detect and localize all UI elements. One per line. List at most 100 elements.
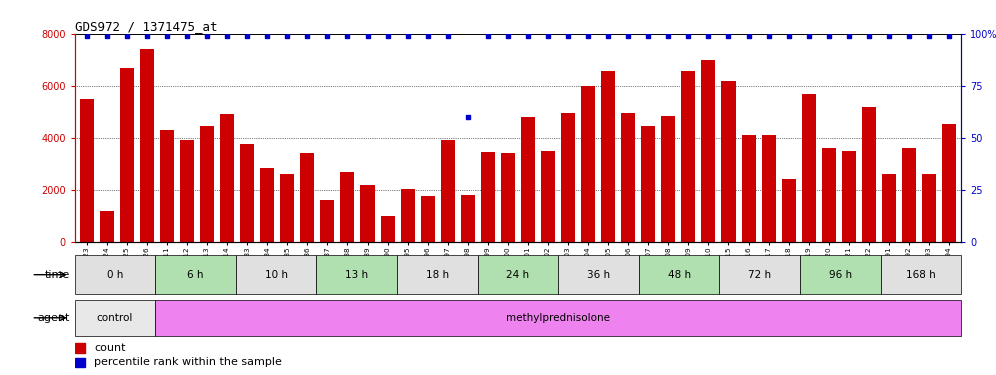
Text: 36 h: 36 h [587,270,611,280]
Point [480,33,496,39]
Text: agent: agent [37,313,70,323]
Bar [800,255,880,294]
Bar [236,255,317,294]
Point [340,33,356,39]
Bar [742,135,756,242]
Bar [622,113,635,242]
Text: 13 h: 13 h [346,270,369,280]
Bar [661,116,675,242]
Point [560,33,576,39]
Bar [341,172,355,242]
Point [500,33,516,39]
Bar [120,68,133,242]
Point [138,33,154,39]
Bar [922,174,936,242]
Point [621,33,636,39]
Bar [155,255,236,294]
Bar [641,126,655,242]
Text: 10 h: 10 h [265,270,288,280]
Point [881,33,897,39]
Text: 6 h: 6 h [187,270,204,280]
Point [199,33,215,39]
Text: 24 h: 24 h [506,270,530,280]
Point [941,33,957,39]
Bar [501,153,515,242]
Bar [240,144,254,242]
Point [79,33,95,39]
Point [540,33,556,39]
Point [239,33,255,39]
Bar [75,358,86,367]
Bar [842,151,856,242]
Bar [541,151,555,242]
Point [861,33,876,39]
Bar [782,180,796,242]
Point [520,33,536,39]
Text: 0 h: 0 h [107,270,124,280]
Point [640,33,656,39]
Point [901,33,917,39]
Bar [440,140,455,242]
Point [159,33,175,39]
Bar [75,300,155,336]
Point [700,33,716,39]
Bar [397,255,478,294]
Point [119,33,134,39]
Bar [880,255,961,294]
Bar [681,72,695,242]
Point [761,33,777,39]
Bar [521,117,535,242]
Point [821,33,837,39]
Bar [220,114,234,242]
Point [601,33,617,39]
Bar [321,200,335,242]
Bar [581,86,596,242]
Bar [558,255,638,294]
Bar [721,81,735,242]
Point [580,33,596,39]
Bar [461,195,475,242]
Bar [100,211,114,242]
Text: percentile rank within the sample: percentile rank within the sample [95,357,282,368]
Text: time: time [45,270,70,280]
Text: 168 h: 168 h [906,270,935,280]
Bar [822,148,836,242]
Point [680,33,696,39]
Point [379,33,395,39]
Bar [200,126,214,242]
Point [259,33,275,39]
Point [801,33,817,39]
Bar [862,106,875,242]
Text: 18 h: 18 h [425,270,449,280]
Bar [301,153,315,242]
Bar [75,255,155,294]
Point [720,33,736,39]
Bar [902,148,916,242]
Point [419,33,435,39]
Bar [139,50,154,242]
Point [460,114,476,120]
Bar [942,123,956,242]
Point [99,33,115,39]
Bar [361,184,374,242]
Text: count: count [95,343,125,353]
Bar [420,196,434,242]
Point [440,33,456,39]
Point [399,33,415,39]
Bar [317,255,397,294]
Point [921,33,937,39]
Bar [180,140,194,242]
Bar [802,94,816,242]
Point [741,33,757,39]
Text: 96 h: 96 h [829,270,852,280]
Bar [478,255,558,294]
Bar [260,168,274,242]
Bar [380,216,394,242]
Point [781,33,797,39]
Bar [160,130,174,242]
Point [660,33,676,39]
Point [841,33,857,39]
Bar [719,255,800,294]
Bar [561,113,575,242]
Point [300,33,316,39]
